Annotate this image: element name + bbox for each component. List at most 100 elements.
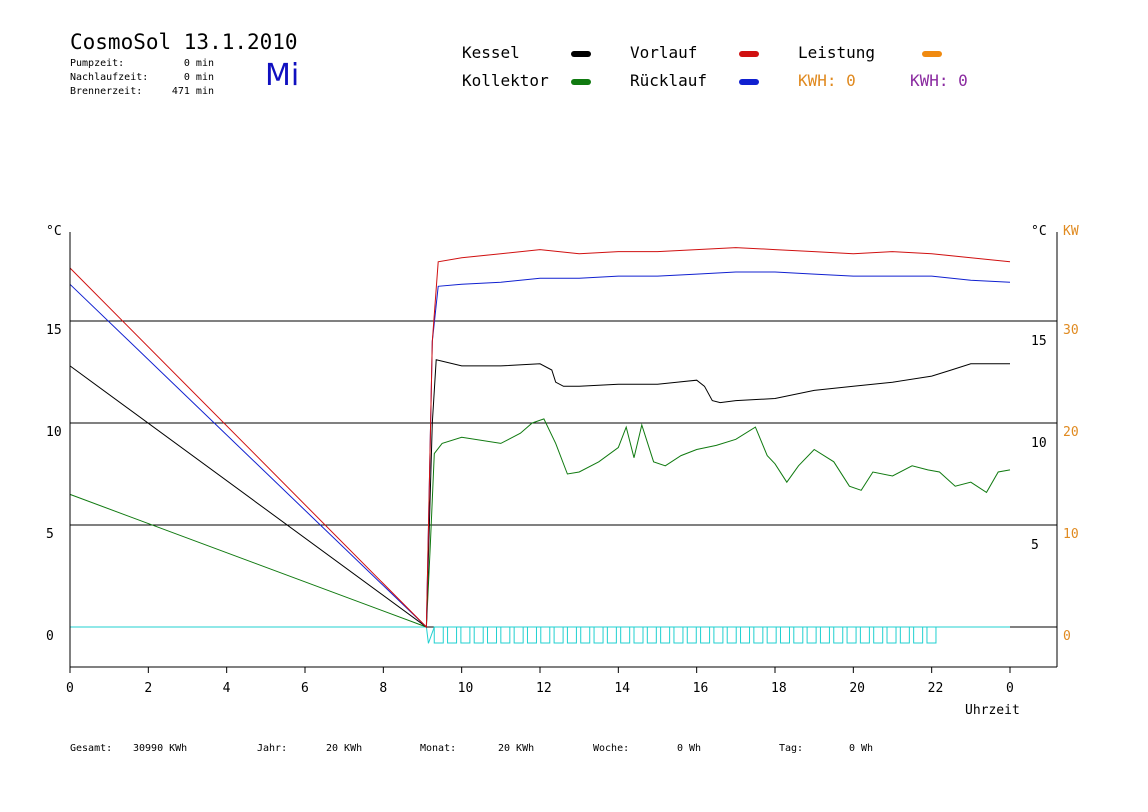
pump-time-value: 0 min xyxy=(183,58,214,69)
x-tick-label-9: 18 xyxy=(771,681,787,696)
footer-total-label: Gesamt: xyxy=(70,743,113,754)
pump-cycle-marker xyxy=(859,626,870,644)
chart-axes xyxy=(69,232,1058,673)
right-tick-kw-20: 20 xyxy=(1063,425,1079,440)
footer-year-value: 20 KWh xyxy=(326,743,363,754)
pump-cycle-marker xyxy=(580,626,591,644)
burner-time-row: Brennerzeit: 471 min xyxy=(70,86,214,97)
x-tick-label-3: 6 xyxy=(301,681,309,696)
pump-cycle-marker xyxy=(566,626,577,644)
x-tick-label-0: 0 xyxy=(66,681,74,696)
pump-cycle-marker xyxy=(500,626,511,644)
pump-cycle-marker xyxy=(606,626,617,644)
left-axis-unit: °C xyxy=(46,224,62,239)
pump-cycle-marker xyxy=(806,626,817,644)
burner-time-label: Brennerzeit: xyxy=(70,86,143,97)
right-tick-kw-30: 30 xyxy=(1063,323,1079,338)
pump-cycle-marker xyxy=(819,626,830,644)
pump-cycle-marker xyxy=(513,626,524,644)
footer-week-value: 0 Wh xyxy=(677,743,702,754)
pump-cycle-marker xyxy=(899,626,910,644)
pump-cycle-marker xyxy=(593,626,604,644)
legend-kwh-1: KWH: 0 xyxy=(798,71,856,90)
x-tick-label-7: 14 xyxy=(614,681,630,696)
series-line-ruecklauf xyxy=(69,271,1011,629)
chart-series xyxy=(69,247,1011,644)
left-tick-label-15: 15 xyxy=(46,323,62,338)
pump-cycle-marker xyxy=(620,626,631,644)
pump-cycle-marker xyxy=(487,626,498,644)
legend-leistung: Leistung xyxy=(798,43,876,62)
footer-year-label: Jahr: xyxy=(257,743,288,754)
afterrun-time-label: Nachlaufzeit: xyxy=(70,72,149,83)
legend-ruecklauf: Rücklauf xyxy=(630,71,708,90)
legend-vorlauf-swatch xyxy=(739,51,759,57)
x-tick-label-2: 4 xyxy=(223,681,231,696)
pump-cycle-marker xyxy=(713,626,724,644)
pump-cycle-marker xyxy=(633,626,644,644)
pump-cycle-marker xyxy=(926,626,937,644)
right-tick-kw-0: 0 xyxy=(1063,629,1071,644)
pump-cycle-marker xyxy=(553,626,564,644)
pump-cycle-marker xyxy=(460,626,471,644)
x-tick-label-5: 10 xyxy=(458,681,474,696)
series-line-vorlauf xyxy=(69,247,1011,629)
legend-kollektor: Kollektor xyxy=(462,71,549,90)
footer-day-value: 0 Wh xyxy=(849,743,874,754)
pump-cycle-marker xyxy=(753,626,764,644)
pump-cycle-marker xyxy=(433,626,444,644)
x-tick-label-4: 8 xyxy=(379,681,387,696)
pump-cycle-marker xyxy=(779,626,790,644)
pump-cycle-marker xyxy=(726,626,737,644)
pump-cycle-marker xyxy=(846,626,857,644)
pump-cycle-marker xyxy=(740,626,751,644)
legend-kessel-swatch xyxy=(571,51,591,57)
pump-time-label: Pumpzeit: xyxy=(70,58,125,69)
pump-cycle-marker xyxy=(673,626,684,644)
pump-cycle-marker xyxy=(447,626,458,644)
footer-month-label: Monat: xyxy=(420,743,457,754)
afterrun-time-row: Nachlaufzeit: 0 min xyxy=(70,72,214,83)
pump-cycle-marker xyxy=(873,626,884,644)
legend-kessel: Kessel xyxy=(462,43,520,62)
pump-time-row: Pumpzeit: 0 min xyxy=(70,58,214,69)
x-tick-label-10: 20 xyxy=(849,681,865,696)
pump-cycle-marker xyxy=(766,626,777,644)
pump-cycle-marker xyxy=(473,626,484,644)
legend-ruecklauf-swatch xyxy=(739,79,759,85)
footer-day-label: Tag: xyxy=(779,743,804,754)
pump-cycle-marker xyxy=(526,626,537,644)
pump-cycle-marker xyxy=(833,626,844,644)
pump-cycle-marker xyxy=(660,626,671,644)
pump-cycle-marker xyxy=(540,626,551,644)
x-axis-label: Uhrzeit xyxy=(965,703,1020,718)
legend-kwh-2: KWH: 0 xyxy=(910,71,968,90)
left-tick-label-0: 0 xyxy=(46,629,54,644)
x-tick-label-12: 0 xyxy=(1006,681,1014,696)
right-axis-unit-celsius: °C xyxy=(1031,224,1047,239)
x-tick-label-11: 22 xyxy=(928,681,944,696)
x-tick-label-6: 12 xyxy=(536,681,552,696)
right-axis-unit-kw: KW xyxy=(1063,224,1079,239)
afterrun-time-value: 0 min xyxy=(183,72,214,83)
left-tick-label-5: 5 xyxy=(46,527,54,542)
burner-time-value: 471 min xyxy=(171,86,214,97)
pump-cycle-marker xyxy=(913,626,924,644)
pump-cycle-marker xyxy=(700,626,711,644)
right-tick-celsius-15: 15 xyxy=(1031,334,1047,349)
series-line-kollektor xyxy=(69,418,1011,628)
chart-labels: °C °C KW Uhrzeit 0 5 10 15 5 10 15 0 10 20 30 0 2 4 6 8… xyxy=(46,224,1079,718)
pump-cycle-marker xyxy=(646,626,657,644)
right-tick-kw-10: 10 xyxy=(1063,527,1079,542)
legend-leistung-swatch xyxy=(922,51,942,57)
right-tick-celsius-10: 10 xyxy=(1031,436,1047,451)
pump-cycle-marker xyxy=(793,626,804,644)
footer-total-value: 30990 KWh xyxy=(133,743,188,754)
left-tick-label-10: 10 xyxy=(46,425,62,440)
x-tick-label-1: 2 xyxy=(144,681,152,696)
pump-cycle-marker xyxy=(686,626,697,644)
footer-week-label: Woche: xyxy=(593,743,630,754)
pump-cycle-marker xyxy=(886,626,897,644)
series-line-kessel xyxy=(69,359,1010,628)
